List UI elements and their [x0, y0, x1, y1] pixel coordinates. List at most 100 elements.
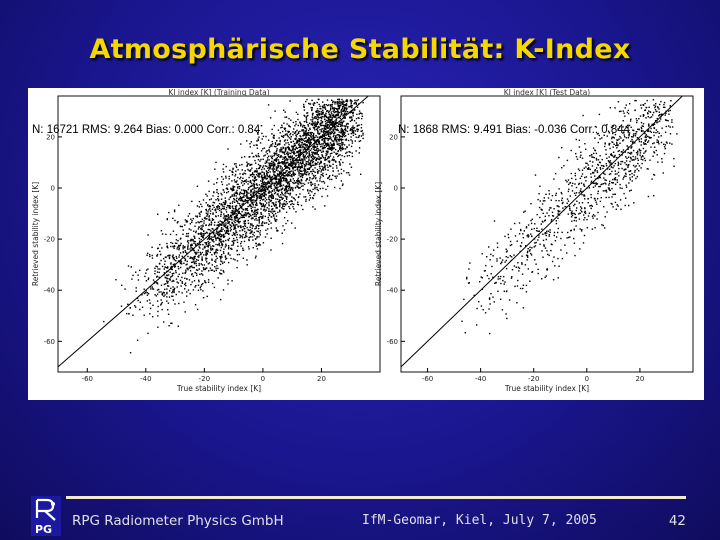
data-point [657, 141, 659, 144]
data-point [308, 173, 310, 176]
data-point [171, 255, 174, 257]
data-point [311, 153, 313, 155]
data-point [150, 288, 152, 290]
data-point [156, 289, 159, 291]
data-point [204, 217, 206, 219]
data-point [246, 193, 248, 195]
data-point [262, 204, 264, 206]
data-point [283, 127, 285, 129]
data-point [180, 261, 183, 263]
data-point [486, 256, 488, 258]
data-point [564, 244, 566, 246]
data-point [333, 115, 335, 117]
data-point [219, 263, 222, 266]
data-point [309, 163, 311, 165]
data-point [186, 295, 188, 297]
data-point [564, 205, 566, 208]
data-point [215, 243, 217, 246]
data-point [555, 199, 557, 202]
data-point [247, 229, 249, 231]
data-point [304, 171, 306, 173]
data-point [303, 105, 305, 108]
data-point [344, 139, 347, 141]
data-point [645, 117, 647, 119]
data-point [614, 177, 617, 179]
data-point [202, 236, 204, 239]
data-point [246, 199, 248, 202]
data-point [325, 119, 328, 122]
data-point [332, 143, 335, 145]
data-point [617, 139, 619, 141]
data-point [533, 227, 535, 230]
data-point [176, 286, 178, 288]
data-point [275, 184, 278, 187]
data-point [243, 222, 246, 224]
data-point [310, 141, 312, 144]
data-point [315, 151, 317, 154]
data-point [332, 170, 334, 172]
data-point [297, 181, 300, 183]
data-point [284, 185, 287, 188]
data-point [284, 147, 287, 149]
data-point [290, 138, 292, 140]
data-point [212, 219, 215, 221]
data-point [612, 132, 614, 135]
data-point [235, 231, 237, 234]
data-point [272, 167, 275, 169]
data-point [235, 181, 237, 183]
data-point [217, 232, 219, 234]
data-point [261, 178, 263, 180]
data-point [325, 134, 327, 136]
data-point [220, 211, 223, 214]
data-point [362, 102, 364, 104]
data-point [197, 233, 200, 235]
data-point [288, 148, 290, 150]
data-point [245, 209, 247, 211]
data-point [330, 114, 332, 117]
data-point [580, 230, 583, 232]
data-point [282, 146, 284, 148]
data-point [239, 191, 242, 193]
data-point [263, 147, 266, 149]
data-point [302, 151, 304, 153]
data-point [332, 132, 335, 135]
data-point [328, 119, 330, 121]
data-point [287, 220, 289, 222]
data-point [582, 114, 584, 117]
data-point [198, 221, 200, 224]
data-point [275, 204, 277, 206]
data-point [645, 139, 647, 141]
data-point [175, 260, 177, 262]
data-point [279, 173, 281, 175]
data-point [308, 167, 311, 169]
data-point [211, 247, 214, 250]
data-point [163, 292, 166, 294]
data-point [304, 143, 306, 145]
data-point [268, 195, 270, 197]
data-point [583, 194, 585, 196]
data-point [481, 288, 484, 291]
data-point [297, 113, 299, 115]
data-point [669, 133, 672, 135]
data-point [174, 266, 176, 268]
data-point [218, 205, 221, 208]
data-point [605, 163, 607, 165]
data-point [595, 157, 598, 160]
data-point [581, 202, 584, 204]
data-point [260, 212, 262, 214]
data-point [265, 183, 267, 185]
data-point [335, 121, 337, 123]
data-point [280, 162, 282, 164]
data-point [575, 156, 578, 158]
data-point [218, 235, 220, 237]
data-point [324, 158, 326, 160]
data-point [304, 159, 306, 161]
data-point [590, 182, 592, 184]
data-point [494, 282, 496, 284]
data-point [232, 258, 235, 260]
data-point [586, 227, 589, 229]
data-point [270, 157, 273, 159]
data-point [222, 289, 225, 291]
data-point [319, 167, 321, 170]
data-point [184, 282, 187, 284]
